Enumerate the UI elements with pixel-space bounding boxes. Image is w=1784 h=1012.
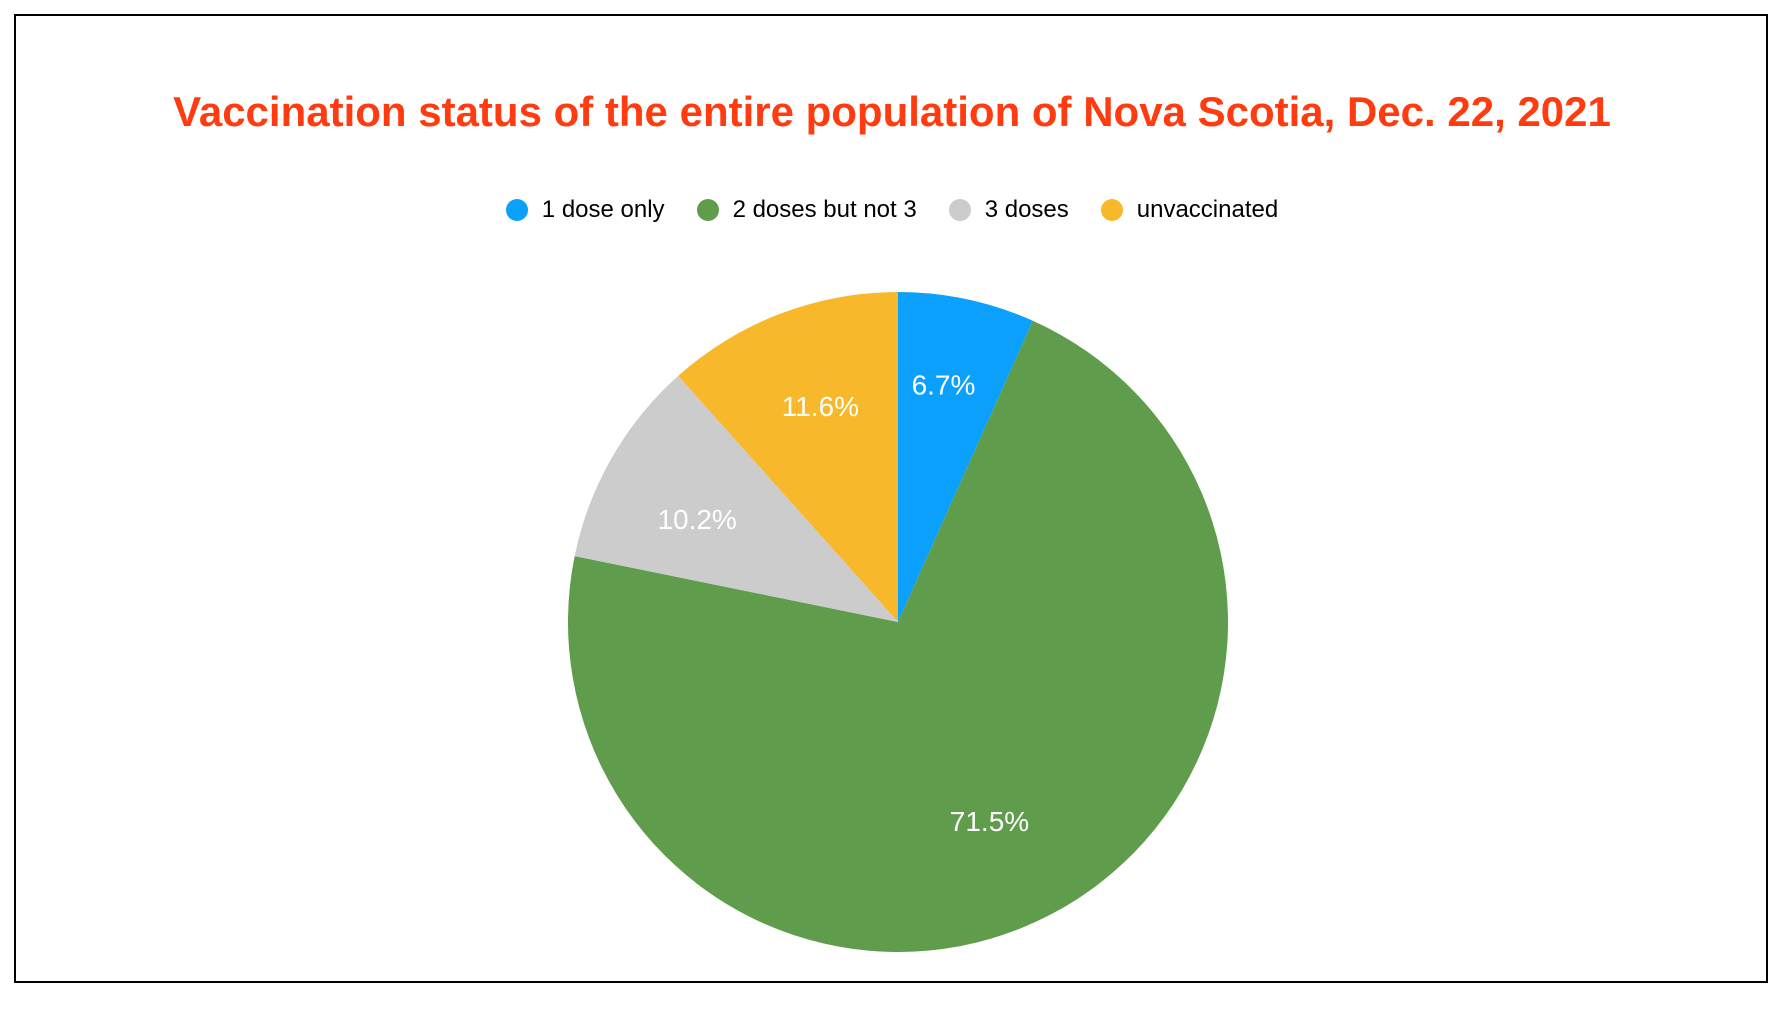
chart-legend: 1 dose only 2 doses but not 3 3 doses un… [0, 196, 1784, 224]
legend-item-unvaccinated[interactable]: unvaccinated [1100, 196, 1279, 224]
legend-label-2-doses-but-not-3: 2 doses but not 3 [732, 196, 917, 223]
pie-label-1-dose-only: 6.7% [912, 369, 976, 400]
pie-label-unvaccinated: 11.6% [782, 391, 859, 422]
legend-swatch-unvaccinated [1100, 199, 1123, 221]
pie-slice-2-doses-but-not-3[interactable] [567, 320, 1228, 952]
legend-swatch-2-doses-but-not-3 [696, 199, 719, 221]
pie-label-2-doses-but-not-3: 71.5% [950, 806, 1029, 837]
legend-item-2-doses-but-not-3[interactable]: 2 doses but not 3 [696, 196, 917, 224]
legend-swatch-3-doses [948, 199, 971, 221]
pie-slice-3-doses[interactable] [574, 375, 898, 622]
legend-item-1-dose-only[interactable]: 1 dose only [505, 196, 665, 224]
legend-label-unvaccinated: unvaccinated [1136, 196, 1279, 223]
legend-swatch-1-dose-only [505, 199, 528, 221]
legend-item-3-doses[interactable]: 3 doses [948, 196, 1069, 224]
legend-label-1-dose-only: 1 dose only [541, 196, 665, 223]
pie-slice-1-dose-only[interactable] [898, 292, 1033, 622]
pie-slice-unvaccinated[interactable] [678, 292, 898, 622]
legend-label-3-doses: 3 doses [984, 196, 1069, 223]
chart-title: Vaccination status of the entire populat… [173, 88, 1611, 135]
pie-label-3-doses: 10.2% [657, 504, 736, 535]
